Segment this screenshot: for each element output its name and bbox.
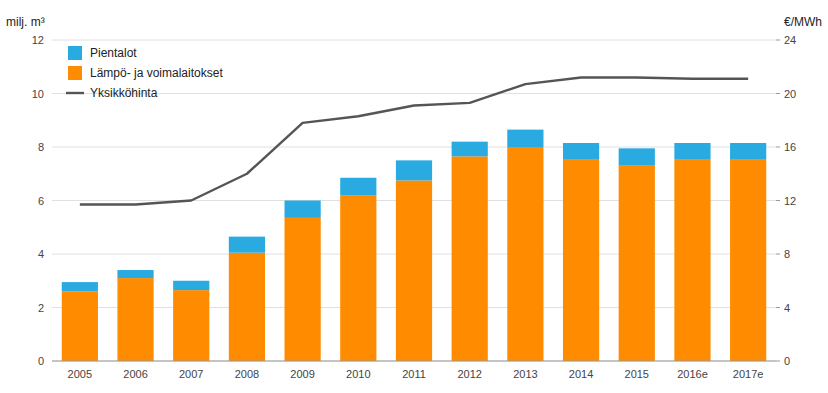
bar [563,143,599,159]
y2-tick-label: 20 [784,88,796,100]
y-tick-label: 2 [38,302,44,314]
bar [507,147,543,361]
bar [173,281,209,290]
bar [340,178,376,195]
bar [117,270,153,278]
x-tick-label: 2005 [68,368,92,380]
y-axis-label: milj. m³ [6,15,45,29]
bar [674,143,710,159]
chart: 02468101204812162024milj. m³€/MWh2005200… [0,0,828,393]
y2-tick [776,200,780,201]
y2-tick [776,254,780,255]
x-tick-label: 2012 [457,368,481,380]
bar [452,156,488,361]
y-tick-label: 4 [38,248,44,260]
bar [117,278,153,361]
bar [340,195,376,361]
x-axis-line [52,361,776,362]
y-tick-label: 0 [38,355,44,367]
x-tick-label: 2008 [235,368,259,380]
y-tick-label: 10 [32,88,44,100]
x-tick-label: 2014 [569,368,593,380]
bar [62,291,98,361]
bar [619,148,655,165]
legend-label: Lämpö- ja voimalaitokset [90,66,223,80]
y-tick-label: 6 [38,195,44,207]
x-tick-label: 2006 [123,368,147,380]
bar [285,201,321,218]
x-tick-label: 2013 [513,368,537,380]
bar [396,180,432,361]
bar [62,282,98,291]
grid-line [52,40,776,41]
y2-tick [776,93,780,94]
x-tick-label: 2015 [625,368,649,380]
y2-axis-label: €/MWh [784,15,822,29]
grid-line [52,361,776,362]
y2-tick-label: 24 [784,34,796,46]
y2-tick-label: 16 [784,141,796,153]
x-tick-label: 2016e [677,368,708,380]
bar [674,159,710,361]
x-tick-label: 2017e [733,368,764,380]
y2-tick [776,361,780,362]
legend-label: Yksikköhinta [90,86,158,100]
grid-line [52,147,776,148]
bar [619,166,655,361]
x-tick-label: 2010 [346,368,370,380]
bar [229,237,265,253]
legend-swatch [66,92,84,94]
plot-data [62,77,767,361]
legend-label: Pientalot [90,46,137,60]
y-tick-label: 12 [32,34,44,46]
legend: Pientalot Lämpö- ja voimalaitokset Yksikkö… [66,46,223,100]
y2-tick [776,147,780,148]
legend-swatch [68,66,82,80]
line [80,77,748,204]
grid-line [52,93,776,94]
bar [173,290,209,361]
x-tick-label: 2009 [290,368,314,380]
y2-tick [776,40,780,41]
y-tick-label: 8 [38,141,44,153]
y2-tick [776,307,780,308]
y2-tick-label: 0 [784,355,790,367]
y2-tick-label: 8 [784,248,790,260]
bar [730,143,766,159]
x-tick-label: 2011 [402,368,426,380]
bar [285,218,321,361]
bar [563,159,599,361]
bar [507,130,543,147]
y2-tick-label: 12 [784,195,796,207]
bar [229,253,265,361]
legend-swatch [68,46,82,60]
grid [52,40,776,361]
bar [452,142,488,157]
x-tick-label: 2007 [179,368,203,380]
bar [730,159,766,361]
bar [396,160,432,180]
y2-tick-label: 4 [784,302,790,314]
